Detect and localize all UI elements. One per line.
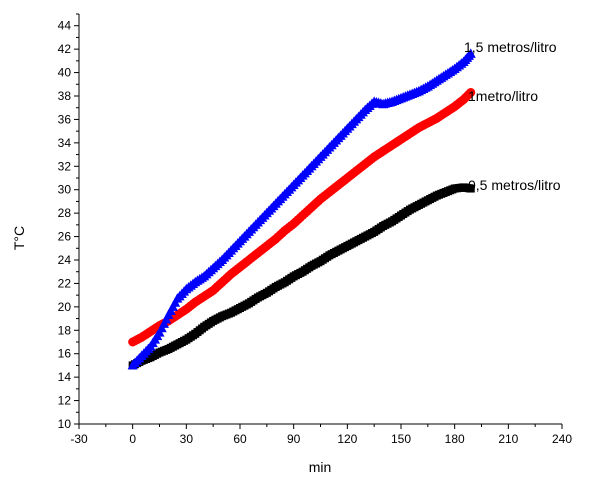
annotation-0-5-metros-litro: 0,5 metros/litro xyxy=(468,177,561,193)
y-tick-label: 28 xyxy=(58,206,72,220)
y-tick-label: 32 xyxy=(58,159,72,173)
y-tick-label: 30 xyxy=(58,183,72,197)
axes-layer xyxy=(78,14,562,425)
series-1 xyxy=(128,183,475,370)
y-tick-label: 34 xyxy=(58,136,72,150)
y-tick-label: 16 xyxy=(58,347,72,361)
series-3 xyxy=(127,48,476,370)
series-layer xyxy=(127,48,476,370)
x-tick-label: 90 xyxy=(287,432,301,446)
x-tick-label: 30 xyxy=(180,432,194,446)
y-tick-label: 26 xyxy=(58,230,72,244)
annotation-1-5-metros-litro: 1,5 metros/litro xyxy=(464,39,557,55)
y-tick-label: 40 xyxy=(58,66,72,80)
y-tick-label: 24 xyxy=(58,253,72,267)
x-axis-label: min xyxy=(309,459,332,475)
x-tick-label: 120 xyxy=(337,432,357,446)
y-tick-label: 10 xyxy=(58,417,72,431)
x-tick-label: 0 xyxy=(129,432,136,446)
y-tick-label: 36 xyxy=(58,112,72,126)
x-tick-label: -30 xyxy=(70,432,88,446)
y-tick-label: 38 xyxy=(58,89,72,103)
series-2 xyxy=(128,87,476,347)
data-point-triangle xyxy=(465,48,476,58)
y-tick-label: 42 xyxy=(58,42,72,56)
y-tick-label: 20 xyxy=(58,300,72,314)
y-tick-label: 18 xyxy=(58,323,72,337)
x-tick-label: 180 xyxy=(445,432,465,446)
x-tick-label: 60 xyxy=(233,432,247,446)
data-point-circle xyxy=(466,87,476,97)
y-axis-label: T°C xyxy=(11,226,27,250)
y-tick-label: 44 xyxy=(58,19,72,33)
ticks-layer: -30 0 30 60 90 120 150 180 210 240 10 12 14 16 18 20 22 2… xyxy=(58,13,572,446)
y-tick-label: 12 xyxy=(58,394,72,408)
annotation-1-metro-litro: 1metro/litro xyxy=(468,88,538,104)
x-tick-label: 240 xyxy=(552,432,572,446)
y-tick-label: 22 xyxy=(58,276,72,290)
x-tick-label: 210 xyxy=(498,432,518,446)
y-tick-label: 14 xyxy=(58,370,72,384)
data-point-square xyxy=(466,184,475,193)
x-tick-label: 150 xyxy=(391,432,411,446)
